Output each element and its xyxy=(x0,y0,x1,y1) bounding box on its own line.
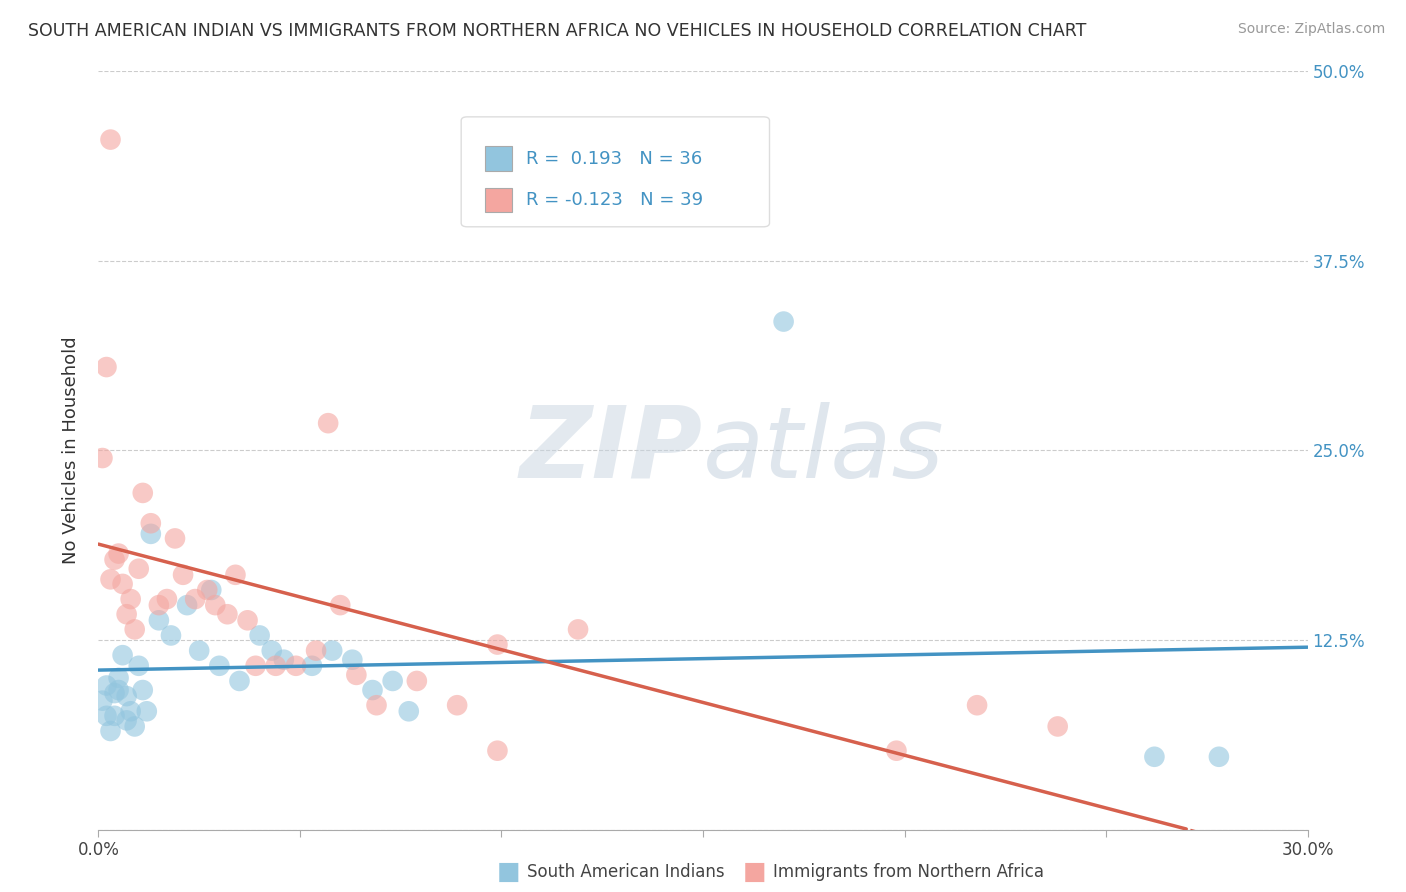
Point xyxy=(139,526,162,541)
Point xyxy=(176,598,198,612)
Point xyxy=(260,643,283,657)
Point xyxy=(172,567,194,582)
Point xyxy=(966,698,988,713)
Point xyxy=(103,686,125,700)
Point xyxy=(772,314,794,328)
Point xyxy=(200,582,222,597)
Point xyxy=(103,552,125,566)
Point xyxy=(366,698,388,713)
Point xyxy=(115,689,138,703)
Point xyxy=(100,132,122,146)
Point xyxy=(446,698,468,713)
Point xyxy=(115,607,138,622)
Point xyxy=(361,683,384,698)
Point xyxy=(100,724,122,739)
Text: R = -0.123   N = 39: R = -0.123 N = 39 xyxy=(526,191,703,210)
Point xyxy=(1143,749,1166,764)
Point xyxy=(91,451,114,466)
Point xyxy=(344,668,367,682)
Text: atlas: atlas xyxy=(703,402,945,499)
Point xyxy=(184,592,207,607)
Point xyxy=(111,577,134,591)
Point xyxy=(148,613,170,627)
Point xyxy=(208,658,231,673)
Point xyxy=(132,486,155,500)
Point xyxy=(217,607,239,622)
Point xyxy=(305,643,328,657)
Point xyxy=(486,638,509,652)
Point xyxy=(163,532,186,546)
Y-axis label: No Vehicles in Household: No Vehicles in Household xyxy=(62,336,80,565)
Text: SOUTH AMERICAN INDIAN VS IMMIGRANTS FROM NORTHERN AFRICA NO VEHICLES IN HOUSEHOL: SOUTH AMERICAN INDIAN VS IMMIGRANTS FROM… xyxy=(28,22,1087,40)
Point xyxy=(329,598,352,612)
Point xyxy=(567,623,589,637)
Point xyxy=(245,658,267,673)
Point xyxy=(398,704,420,718)
FancyBboxPatch shape xyxy=(461,117,769,227)
Point xyxy=(107,671,129,685)
Text: ■: ■ xyxy=(742,861,766,884)
Point xyxy=(204,598,226,612)
Point xyxy=(103,708,125,723)
Point xyxy=(301,658,323,673)
FancyBboxPatch shape xyxy=(485,146,512,170)
Point xyxy=(321,643,343,657)
FancyBboxPatch shape xyxy=(485,188,512,212)
Point xyxy=(91,694,114,708)
Point xyxy=(96,359,118,375)
Point xyxy=(342,653,364,667)
Point xyxy=(381,673,404,688)
Point xyxy=(195,582,218,597)
Point xyxy=(107,683,129,698)
Point xyxy=(96,708,118,723)
Point xyxy=(124,719,146,733)
Text: Source: ZipAtlas.com: Source: ZipAtlas.com xyxy=(1237,22,1385,37)
Point xyxy=(96,678,118,692)
Point xyxy=(1046,719,1069,733)
Point xyxy=(264,658,287,673)
Point xyxy=(160,628,183,642)
Point xyxy=(111,648,134,662)
Point xyxy=(188,643,211,657)
Point xyxy=(100,573,122,587)
Point xyxy=(156,592,179,607)
Point xyxy=(228,673,250,688)
Point xyxy=(120,592,142,607)
Text: Immigrants from Northern Africa: Immigrants from Northern Africa xyxy=(773,863,1045,881)
Point xyxy=(124,623,146,637)
Point xyxy=(316,416,339,430)
Text: ■: ■ xyxy=(496,861,520,884)
Text: ZIP: ZIP xyxy=(520,402,703,499)
Point xyxy=(128,658,150,673)
Point xyxy=(1208,749,1230,764)
Point xyxy=(273,653,295,667)
Point xyxy=(886,744,908,758)
Point xyxy=(107,547,129,561)
Point xyxy=(284,658,307,673)
Point xyxy=(224,567,246,582)
Point xyxy=(486,744,509,758)
Point xyxy=(115,714,138,728)
Point xyxy=(128,562,150,576)
Point xyxy=(139,516,162,531)
Point xyxy=(249,628,271,642)
Point xyxy=(132,683,155,698)
Point xyxy=(120,704,142,718)
Text: South American Indians: South American Indians xyxy=(527,863,725,881)
Text: R =  0.193   N = 36: R = 0.193 N = 36 xyxy=(526,150,703,168)
Point xyxy=(135,704,157,718)
Point xyxy=(405,673,427,688)
Point xyxy=(148,598,170,612)
Point xyxy=(236,613,259,627)
